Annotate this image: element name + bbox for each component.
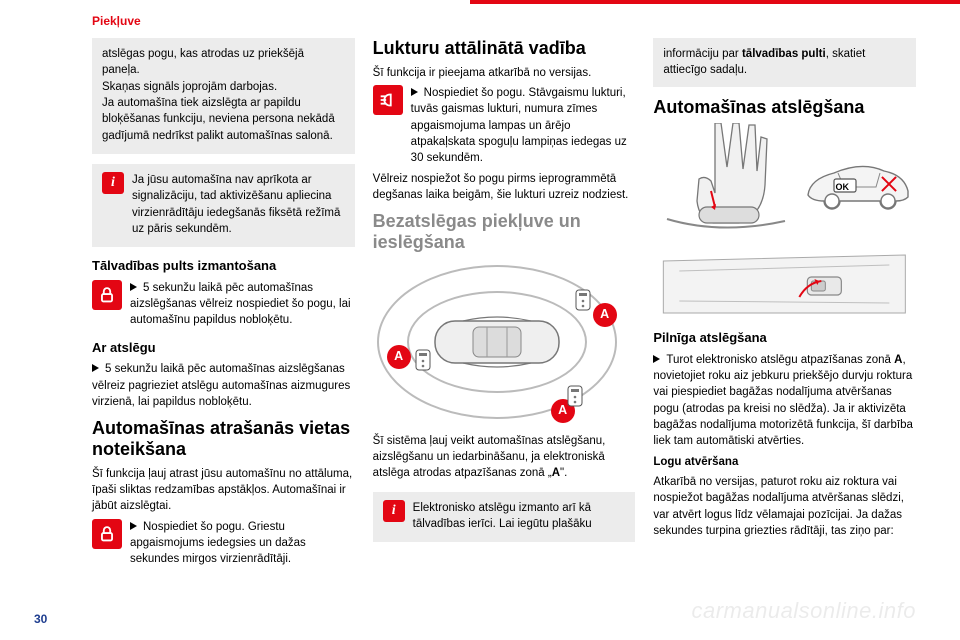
section-unlocking: Automašīnas atslēgšana [653, 97, 916, 118]
lock-button-icon-2 [92, 519, 122, 549]
cont-pre: informāciju par [663, 48, 742, 60]
full-unlock-pre: Turot elektronisko atslēgu atpazīšanas z… [666, 354, 894, 366]
header-title: Piekļuve [92, 14, 916, 28]
column-1: atslēgas pogu, kas atrodas uz priekšējā … [92, 38, 355, 572]
section-keyless: Bezatslēgas piekļuve un ieslēgšana [373, 211, 636, 252]
page-number: 30 [34, 612, 47, 626]
full-unlock-text: Turot elektronisko atslēgu atpazīšanas z… [653, 352, 916, 450]
keyless-desc-end: ". [560, 467, 567, 479]
info-icon: i [102, 172, 124, 194]
subheading-windows: Logu atvēršana [653, 454, 916, 470]
key-fob-icon [575, 289, 591, 311]
full-unlock-post: , novietojiet roku aiz jebkuru priekšējo… [653, 354, 913, 448]
continuation-box: informāciju par tālvadības pulti, skatie… [653, 38, 916, 87]
zone-badge-a: A [593, 303, 617, 327]
remote-text: 5 sekunžu laikā pēc automašīnas aizslēgš… [130, 280, 355, 329]
hand-handle-illustration [661, 123, 791, 241]
section-locate: Automašīnas atrašanās vietas noteikšana [92, 418, 355, 459]
car-top-view [433, 311, 561, 373]
info-box: i Ja jūsu automašīna nav aprīkota ar sig… [92, 164, 355, 247]
top-red-bar [470, 0, 960, 4]
warning-text: atslēgas pogu, kas atrodas uz priekšējā … [102, 46, 345, 144]
info-icon: i [383, 500, 405, 522]
bullet-triangle [130, 283, 137, 291]
section-headlamps: Lukturu attālinātā vadība [373, 38, 636, 59]
figure-hand-handle: OK [653, 123, 916, 245]
bullet-triangle [653, 355, 660, 363]
icon-line-lock-2: Nospiediet šo pogu. Griestu apgaismojums… [92, 519, 355, 568]
lock-button-icon [92, 280, 122, 310]
remote-text-content: 5 sekunžu laikā pēc automašīnas aizslēgš… [130, 282, 351, 327]
with-key-text-content: 5 sekunžu laikā pēc automašīnas aizslēgš… [92, 363, 350, 408]
headlamps-action-content: Nospiediet šo pogu. Stāvgaismu lukturi, … [411, 87, 627, 164]
icon-line-light: Nospiediet šo pogu. Stāvgaismu lukturi, … [373, 85, 636, 167]
subheading-with-key: Ar atslēgu [92, 339, 355, 357]
keyless-desc: Šī sistēma ļauj veikt automašīnas atslēg… [373, 433, 636, 482]
bullet-triangle [92, 364, 99, 372]
x-reject-icon [880, 175, 898, 193]
figure-boot-switch [653, 253, 916, 319]
warning-box: atslēgas pogu, kas atrodas uz priekšējā … [92, 38, 355, 154]
locate-desc: Šī funkcija ļauj atrast jūsu automašīnu … [92, 466, 355, 515]
with-key-text: 5 sekunžu laikā pēc automašīnas aizslēgš… [92, 361, 355, 410]
key-fob-icon [567, 385, 583, 407]
bullet-triangle [411, 88, 418, 96]
keyless-desc-pre: Šī sistēma ļauj veikt automašīnas atslēg… [373, 435, 606, 480]
subheading-full-unlock: Pilnīga atslēgšana [653, 329, 916, 347]
cont-bold: tālvadības pulti [742, 48, 826, 60]
locate-action-content: Nospiediet šo pogu. Griestu apgaismojums… [130, 521, 306, 566]
icon-line-lock-1: 5 sekunžu laikā pēc automašīnas aizslēgš… [92, 280, 355, 329]
watermark: carmanualsonline.info [691, 598, 916, 624]
keyless-desc-a: A [552, 467, 560, 479]
key-fob-icon [415, 349, 431, 371]
column-3: informāciju par tālvadības pulti, skatie… [653, 38, 916, 572]
figure-keyless-zones: A A A [373, 259, 636, 427]
column-2: Lukturu attālinātā vadība Šī funkcija ir… [373, 38, 636, 572]
boot-switch-illustration [653, 253, 916, 319]
page: Piekļuve atslēgas pogu, kas atrodas uz p… [0, 0, 960, 640]
info-text-2: Elektronisko atslēgu izmanto arī kā tālv… [413, 500, 626, 533]
bullet-triangle [130, 522, 137, 530]
info-box-2: i Elektronisko atslēgu izmanto arī kā tā… [373, 492, 636, 543]
subheading-remote-use: Tālvadības pults izmantošana [92, 257, 355, 275]
windows-text: Atkarībā no versijas, paturot roku aiz r… [653, 474, 916, 539]
info-text: Ja jūsu automašīna nav aprīkota ar signa… [132, 172, 345, 237]
headlamps-availability: Šī funkcija ir pieejama atkarībā no vers… [373, 65, 636, 81]
locate-action: Nospiediet šo pogu. Griestu apgaismojums… [130, 519, 355, 568]
headlamps-repress: Vēlreiz nospiežot šo pogu pirms ieprogra… [373, 171, 636, 204]
ok-label: OK [836, 181, 850, 194]
headlamp-button-icon [373, 85, 403, 115]
headlamps-action: Nospiediet šo pogu. Stāvgaismu lukturi, … [411, 85, 636, 167]
columns: atslēgas pogu, kas atrodas uz priekšējā … [92, 38, 916, 572]
zone-badge-a: A [387, 345, 411, 369]
